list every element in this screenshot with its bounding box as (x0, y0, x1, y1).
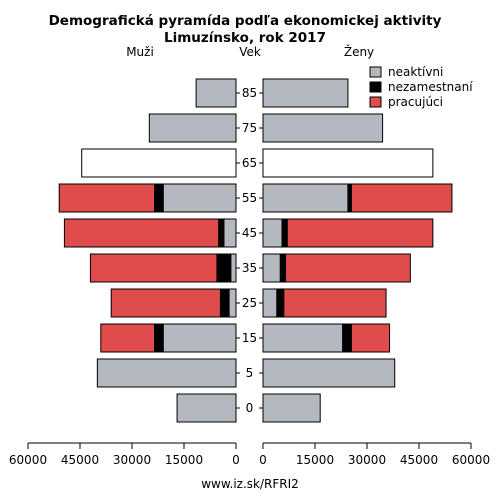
legend-label-2: pracujúci (388, 95, 443, 109)
bar-men-neaktivni-age-85 (195, 78, 237, 108)
bar-men-nezamestnani-age-15 (154, 323, 164, 353)
bar-women-neaktivni-age-85 (262, 78, 349, 108)
x-tick-label-men-15000: 15000 (165, 453, 203, 467)
bar-women-neaktivni-age-45 (262, 218, 283, 248)
bar-women-pracujuci-age-25 (283, 288, 387, 318)
bar-men-pracujuci-age-25 (110, 288, 221, 318)
age-label-85: 85 (242, 86, 257, 100)
chart-title-line1: Demografická pyramída podľa ekonomickej … (49, 13, 442, 29)
source-label: www.iz.sk/RFRI2 (201, 477, 299, 491)
legend-label-0: neaktívni (388, 65, 443, 79)
bar-men-nezamestnani-age-35 (216, 253, 232, 283)
x-tick-label-men-60000: 60000 (9, 453, 47, 467)
bar-men-pracujuci-age-15 (100, 323, 156, 353)
bar-women-total_only-age-65 (262, 148, 434, 178)
age-axis-label: Vek (239, 45, 261, 59)
legend-swatch-2 (369, 96, 382, 108)
bar-men-nezamestnani-age-45 (218, 218, 225, 248)
legend-swatch-1 (369, 81, 382, 93)
bar-men-pracujuci-age-45 (63, 218, 220, 248)
bar-women-nezamestnani-age-45 (281, 218, 288, 248)
bar-women-pracujuci-age-15 (350, 323, 391, 353)
age-label-25: 25 (242, 296, 257, 310)
x-tick-label-women-30000: 30000 (348, 453, 386, 467)
bar-women-nezamestnani-age-25 (276, 288, 285, 318)
bar-men-neaktivni-age-75 (148, 113, 237, 143)
bar-women-pracujuci-age-55 (350, 183, 453, 213)
age-labels: 0 5 15 25 35 45 55 65 75 85 (236, 86, 263, 415)
x-axis-women: 0 15000 30000 45000 60000 (259, 442, 490, 467)
bar-women-nezamestnani-age-55 (347, 183, 352, 213)
age-label-5: 5 (246, 366, 254, 380)
bar-men-neaktivni-age-35 (230, 253, 237, 283)
x-tick-label-women-0: 0 (259, 453, 267, 467)
age-label-75: 75 (242, 121, 257, 135)
bar-women-neaktivni-age-35 (262, 253, 281, 283)
bar-men-total_only-age-65 (81, 148, 237, 178)
bar-women-neaktivni-age-25 (262, 288, 278, 318)
legend-label-1: nezamestnaní (388, 80, 473, 94)
bar-men-neaktivni-age-5 (96, 358, 237, 388)
bar-men-neaktivni-age-25 (228, 288, 237, 318)
bar-men-nezamestnani-age-55 (154, 183, 164, 213)
bar-women-neaktivni-age-5 (262, 358, 396, 388)
x-tick-label-men-30000: 30000 (113, 453, 151, 467)
x-tick-label-women-15000: 15000 (296, 453, 334, 467)
bar-women-pracujuci-age-35 (285, 253, 411, 283)
x-tick-label-women-60000: 60000 (452, 453, 490, 467)
age-label-15: 15 (242, 331, 257, 345)
bar-women-neaktivni-age-75 (262, 113, 384, 143)
age-label-0: 0 (246, 401, 254, 415)
bar-women-nezamestnani-age-35 (279, 253, 287, 283)
age-label-65: 65 (242, 156, 257, 170)
age-label-45: 45 (242, 226, 257, 240)
age-label-35: 35 (242, 261, 257, 275)
bar-men-pracujuci-age-35 (89, 253, 218, 283)
bar-men-nezamestnani-age-25 (219, 288, 230, 318)
bar-men-pracujuci-age-55 (58, 183, 156, 213)
bar-men-neaktivni-age-15 (162, 323, 237, 353)
bar-women-neaktivni-age-55 (262, 183, 349, 213)
x-tick-label-men-0: 0 (232, 453, 240, 467)
men-bars (58, 78, 237, 423)
bar-women-neaktivni-age-15 (262, 323, 344, 353)
chart-title-line2: Limuzínsko, rok 2017 (164, 30, 326, 46)
age-label-55: 55 (242, 191, 257, 205)
left-side-label: Muži (126, 45, 154, 59)
x-axis-men: 60000 45000 30000 15000 0 (9, 442, 240, 467)
legend-swatch-0 (369, 66, 382, 78)
bar-women-neaktivni-age-0 (262, 393, 321, 423)
bar-men-neaktivni-age-45 (223, 218, 237, 248)
bar-women-nezamestnani-age-15 (342, 323, 352, 353)
women-bars (262, 78, 453, 423)
right-side-label: Ženy (344, 44, 374, 59)
bar-men-neaktivni-age-0 (176, 393, 237, 423)
x-tick-label-men-45000: 45000 (61, 453, 99, 467)
bar-women-pracujuci-age-45 (286, 218, 434, 248)
x-tick-label-women-45000: 45000 (400, 453, 438, 467)
bar-men-neaktivni-age-55 (162, 183, 237, 213)
